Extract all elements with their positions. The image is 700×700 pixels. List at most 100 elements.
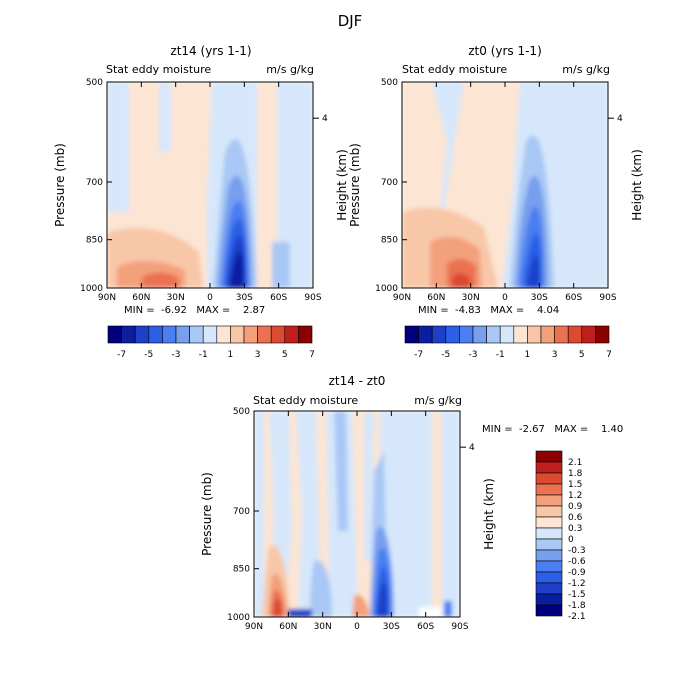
colorbar-label: -5 <box>144 350 153 360</box>
colorbar-label: -1.8 <box>568 601 586 611</box>
colorbar-swatch <box>257 325 272 344</box>
colorbar-swatch <box>404 325 419 344</box>
x-tick-label: 60N <box>427 293 445 303</box>
colorbar-swatch <box>162 325 177 344</box>
colorbar-label: 7 <box>606 350 612 360</box>
colorbar-swatch <box>535 516 563 529</box>
plot-area <box>107 82 313 288</box>
panel-title: zt0 (yrs 1-1) <box>468 44 542 58</box>
y-tick-label: 1000 <box>375 284 398 294</box>
colorbar-label: 2.1 <box>568 458 582 468</box>
colorbar-swatch <box>230 325 245 344</box>
x-tick-label: 0 <box>502 293 508 303</box>
colorbar-label: -0.6 <box>568 557 586 567</box>
panel-subtitle-right: m/s g/kg <box>562 63 610 76</box>
colorbar-label: 7 <box>309 350 315 360</box>
colorbar-label: -1.5 <box>568 590 586 600</box>
height-tick-label: 4 <box>469 443 475 453</box>
x-tick-label: 30N <box>314 622 332 632</box>
panel-zt0: zt0 (yrs 1-1) Stat eddy moisture m/s g/k… <box>348 44 644 303</box>
y-tick-label: 500 <box>86 78 103 88</box>
x-tick-label: 60S <box>270 293 287 303</box>
y-tick-label: 700 <box>86 178 103 188</box>
colorbar-swatch <box>445 325 460 344</box>
right-axis-label: Height (km) <box>630 149 644 220</box>
x-tick-label: 30S <box>383 622 400 632</box>
colorbar-swatch <box>472 325 487 344</box>
x-tick-label: 60S <box>417 622 434 632</box>
right-axis-label: Height (km) <box>335 149 349 220</box>
y-tick-label: 850 <box>233 565 250 575</box>
colorbar-label: -5 <box>441 350 450 360</box>
colorbar-label: -3 <box>469 350 478 360</box>
colorbar-label: 3 <box>255 350 261 360</box>
colorbar-swatch <box>535 571 563 584</box>
height-tick-label: 4 <box>322 114 328 124</box>
colorbar-label: -2.1 <box>568 612 586 622</box>
colorbar-label: 3 <box>552 350 558 360</box>
colorbar-swatch <box>567 325 583 344</box>
minmax-readout-zt0: MIN = -4.83 MAX = 4.04 <box>418 305 560 316</box>
colorbar-swatch <box>535 472 563 485</box>
colorbar-label: 1 <box>525 350 531 360</box>
colorbar-swatch <box>535 582 563 595</box>
colorbar-swatch <box>581 325 596 344</box>
colorbar-swatch <box>595 325 610 344</box>
y-tick-label: 700 <box>233 507 250 517</box>
colorbar-label: -1 <box>199 350 208 360</box>
minmax-readout-diff: MIN = -2.67 MAX = 1.40 <box>482 424 624 435</box>
x-tick-label: 60N <box>279 622 297 632</box>
plot-area <box>402 82 608 288</box>
colorbar-swatch <box>535 604 563 617</box>
colorbar-swatch <box>535 450 563 463</box>
colorbar-swatch <box>486 325 501 344</box>
x-tick-label: 0 <box>354 622 360 632</box>
y-tick-label: 850 <box>381 236 398 246</box>
x-tick-label: 90S <box>304 293 321 303</box>
colorbar-swatch <box>243 325 258 344</box>
colorbar-label: -7 <box>414 350 423 360</box>
figure-title: DJF <box>338 12 363 30</box>
colorbar-swatch <box>418 325 433 344</box>
x-tick-label: 30S <box>531 293 548 303</box>
colorbar-swatch <box>216 325 231 344</box>
x-tick-label: 60N <box>132 293 150 303</box>
colorbar-swatch <box>554 325 569 344</box>
x-tick-label: 60S <box>565 293 582 303</box>
right-axis-label: Height (km) <box>482 478 496 549</box>
y-tick-label: 1000 <box>227 613 250 623</box>
colorbar-swatch <box>535 593 563 606</box>
x-tick-label: 90N <box>98 293 116 303</box>
minmax-readout-zt14: MIN = -6.92 MAX = 2.87 <box>124 305 266 316</box>
x-tick-label: 30N <box>462 293 480 303</box>
colorbar-swatch <box>535 549 563 562</box>
y-tick-label: 500 <box>381 78 398 88</box>
colorbar-swatch <box>202 325 218 344</box>
colorbar-label: -0.9 <box>568 568 586 578</box>
x-tick-label: 90S <box>599 293 616 303</box>
colorbar-swatch <box>270 325 286 344</box>
colorbar-label: 0 <box>568 535 574 545</box>
colorbar-label: 5 <box>282 350 288 360</box>
colorbar-label: 0.6 <box>568 513 583 523</box>
colorbar-swatch <box>527 325 542 344</box>
x-tick-label: 0 <box>207 293 213 303</box>
panel-title: zt14 - zt0 <box>329 374 386 388</box>
y-tick-label: 500 <box>233 407 250 417</box>
x-tick-label: 30N <box>167 293 185 303</box>
panel-zt14: zt14 (yrs 1-1) Stat eddy moisture m/s g/… <box>53 44 349 303</box>
colorbar-swatch <box>175 325 190 344</box>
colorbar-label: -3 <box>172 350 181 360</box>
colorbar-swatch <box>284 325 299 344</box>
colorbar-swatch <box>513 325 528 344</box>
panel-subtitle-left: Stat eddy moisture <box>402 63 507 76</box>
colorbar-swatch <box>535 538 563 551</box>
colorbar-swatch <box>535 527 563 540</box>
colorbar-swatch <box>535 505 563 518</box>
colorbar-label: -0.3 <box>568 546 586 556</box>
panel-difference: zt14 - zt0 Stat eddy moisture m/s g/kg <box>200 374 496 632</box>
colorbar-swatch <box>431 325 447 344</box>
colorbar-swatch <box>499 325 515 344</box>
colorbar-swatch <box>189 325 204 344</box>
